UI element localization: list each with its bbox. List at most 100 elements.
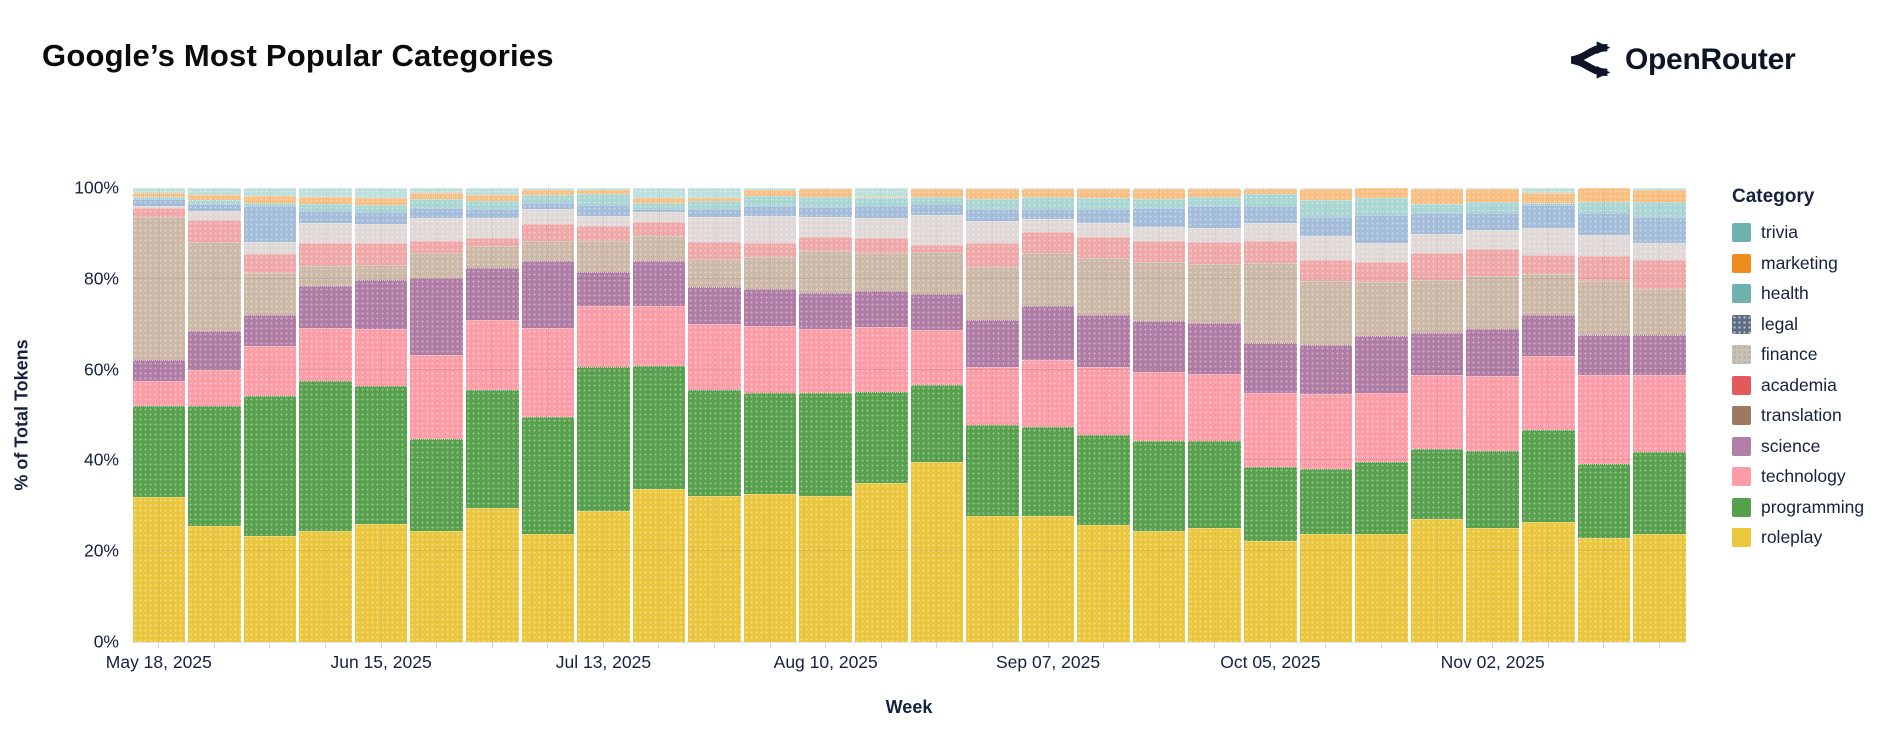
bar-week[interactable]	[131, 188, 187, 642]
segment-finance[interactable]	[1577, 235, 1631, 257]
segment-programming[interactable]	[743, 393, 797, 495]
segment-academia[interactable]	[1577, 256, 1631, 282]
segment-legal[interactable]	[577, 204, 630, 216]
segment-science[interactable]	[632, 261, 686, 307]
segment-programming[interactable]	[1021, 427, 1075, 517]
segment-roleplay[interactable]	[1355, 534, 1408, 642]
bar-week[interactable]	[1520, 188, 1576, 642]
segment-legal[interactable]	[1466, 213, 1519, 231]
segment-academia[interactable]	[299, 242, 352, 266]
segment-academia[interactable]	[1188, 242, 1242, 264]
segment-trivia[interactable]	[743, 188, 797, 190]
segment-legal[interactable]	[521, 203, 575, 210]
segment-marketing[interactable]	[577, 189, 630, 195]
segment-finance[interactable]	[1132, 227, 1186, 241]
segment-marketing[interactable]	[1244, 189, 1297, 194]
segment-academia[interactable]	[188, 219, 241, 243]
segment-finance[interactable]	[1244, 223, 1297, 242]
segment-translation[interactable]	[410, 252, 463, 278]
segment-roleplay[interactable]	[1244, 541, 1297, 642]
segment-roleplay[interactable]	[1633, 534, 1686, 642]
bar-week[interactable]	[520, 188, 576, 642]
segment-health[interactable]	[1633, 201, 1686, 218]
segment-marketing[interactable]	[1188, 189, 1242, 198]
segment-marketing[interactable]	[1521, 192, 1575, 204]
segment-finance[interactable]	[521, 209, 575, 225]
bar-week[interactable]	[1576, 188, 1632, 642]
bar-week[interactable]	[1131, 188, 1187, 643]
segment-health[interactable]	[910, 197, 964, 205]
segment-science[interactable]	[1466, 329, 1519, 376]
segment-trivia[interactable]	[188, 188, 241, 196]
segment-translation[interactable]	[243, 272, 297, 315]
segment-academia[interactable]	[1132, 240, 1186, 263]
segment-academia[interactable]	[577, 225, 630, 241]
segment-legal[interactable]	[188, 203, 241, 211]
segment-science[interactable]	[799, 292, 853, 330]
segment-trivia[interactable]	[1466, 188, 1519, 189]
segment-trivia[interactable]	[410, 188, 463, 193]
segment-technology[interactable]	[1188, 373, 1242, 441]
segment-programming[interactable]	[1410, 449, 1464, 520]
segment-trivia[interactable]	[1077, 188, 1130, 189]
segment-programming[interactable]	[855, 392, 908, 483]
segment-trivia[interactable]	[465, 188, 519, 195]
segment-marketing[interactable]	[354, 198, 408, 206]
segment-academia[interactable]	[799, 237, 853, 251]
segment-translation[interactable]	[1410, 279, 1464, 334]
segment-roleplay[interactable]	[1577, 537, 1631, 642]
segment-academia[interactable]	[1021, 231, 1075, 253]
segment-finance[interactable]	[1188, 228, 1242, 243]
segment-academia[interactable]	[688, 242, 741, 259]
segment-health[interactable]	[132, 197, 186, 200]
segment-roleplay[interactable]	[632, 489, 686, 642]
segment-programming[interactable]	[1132, 440, 1186, 532]
bar-week[interactable]	[1465, 188, 1521, 642]
segment-marketing[interactable]	[1077, 189, 1130, 199]
segment-marketing[interactable]	[410, 192, 463, 200]
segment-technology[interactable]	[521, 328, 575, 417]
segment-technology[interactable]	[1466, 375, 1519, 452]
segment-legal[interactable]	[1521, 204, 1575, 229]
segment-trivia[interactable]	[521, 188, 575, 191]
segment-science[interactable]	[1188, 323, 1242, 374]
segment-marketing[interactable]	[1410, 189, 1464, 204]
segment-finance[interactable]	[688, 217, 741, 243]
segment-legal[interactable]	[1355, 215, 1408, 243]
segment-legal[interactable]	[1021, 208, 1075, 219]
segment-academia[interactable]	[1410, 252, 1464, 280]
segment-finance[interactable]	[354, 224, 408, 243]
segment-roleplay[interactable]	[243, 535, 297, 642]
segment-roleplay[interactable]	[1466, 528, 1519, 642]
segment-academia[interactable]	[743, 242, 797, 258]
segment-marketing[interactable]	[799, 189, 853, 198]
segment-science[interactable]	[1299, 345, 1353, 394]
segment-legal[interactable]	[1244, 206, 1297, 224]
segment-health[interactable]	[632, 202, 686, 210]
bar-week[interactable]	[965, 188, 1021, 642]
segment-finance[interactable]	[799, 217, 853, 238]
segment-trivia[interactable]	[855, 188, 908, 198]
segment-legal[interactable]	[132, 199, 186, 207]
segment-science[interactable]	[1521, 315, 1575, 356]
segment-marketing[interactable]	[966, 189, 1019, 199]
segment-finance[interactable]	[577, 215, 630, 226]
segment-translation[interactable]	[465, 246, 519, 268]
bar-week[interactable]	[353, 188, 409, 642]
segment-academia[interactable]	[132, 208, 186, 218]
segment-science[interactable]	[521, 260, 575, 329]
segment-science[interactable]	[354, 279, 408, 330]
segment-technology[interactable]	[1021, 359, 1075, 428]
segment-technology[interactable]	[799, 329, 853, 393]
segment-health[interactable]	[1244, 193, 1297, 207]
segment-finance[interactable]	[1299, 235, 1353, 260]
segment-programming[interactable]	[1077, 435, 1130, 525]
segment-health[interactable]	[1132, 198, 1186, 209]
segment-health[interactable]	[688, 200, 741, 209]
segment-legal[interactable]	[1633, 217, 1686, 243]
segment-marketing[interactable]	[1132, 189, 1186, 199]
segment-marketing[interactable]	[1633, 189, 1686, 202]
bar-week[interactable]	[242, 188, 298, 642]
segment-legal[interactable]	[1132, 208, 1186, 228]
segment-programming[interactable]	[910, 384, 964, 463]
